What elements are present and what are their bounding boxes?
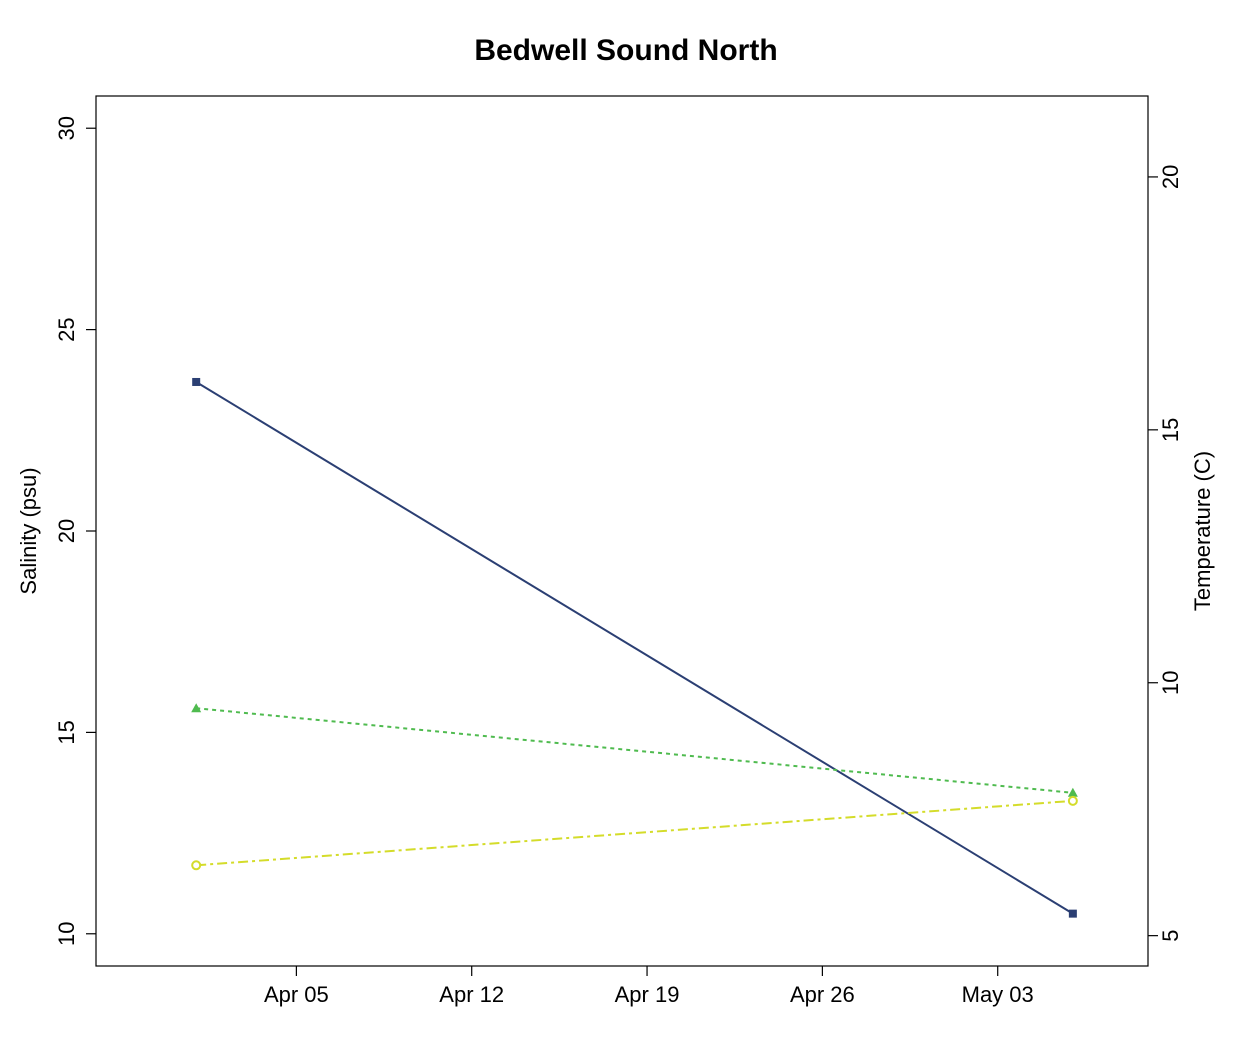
y-left-tick-label-3: 25 — [54, 317, 79, 341]
y-axis-left: 10 15 20 25 30 — [54, 116, 96, 946]
x-tick-label-3: Apr 26 — [790, 982, 855, 1007]
series-2-point-1 — [1067, 795, 1078, 806]
series-1-point-0 — [191, 703, 202, 713]
y-right-tick-label-2: 15 — [1158, 418, 1183, 442]
x-tick-label-4: May 03 — [962, 982, 1034, 1007]
y-axis-label-left: Salinity (psu) — [16, 467, 41, 594]
series-2-point-0 — [191, 860, 202, 871]
x-tick-label-1: Apr 12 — [439, 982, 504, 1007]
series-0-point-1 — [1068, 909, 1077, 918]
y-left-tick-label-4: 30 — [54, 116, 79, 140]
chart-title: Bedwell Sound North — [474, 34, 777, 67]
series-0-point-0 — [192, 377, 201, 386]
y-left-tick-label-1: 15 — [54, 720, 79, 744]
y-left-tick-label-2: 20 — [54, 519, 79, 543]
x-tick-label-2: Apr 19 — [615, 982, 680, 1007]
y-right-tick-label-3: 20 — [1158, 165, 1183, 189]
y-right-tick-label-0: 5 — [1158, 930, 1183, 942]
x-axis: Apr 05 Apr 12 Apr 19 Apr 26 May 03 — [264, 966, 1034, 1007]
series-0-line — [195, 381, 1074, 915]
x-tick-label-0: Apr 05 — [264, 982, 329, 1007]
series-layer — [191, 377, 1078, 918]
y-right-tick-label-1: 10 — [1158, 671, 1183, 695]
y-axis-label-right: Temperature (C) — [1190, 451, 1215, 611]
y-axis-right: 5 10 15 20 — [1148, 165, 1183, 942]
series-1-line — [196, 707, 1073, 794]
series-1-point-1 — [1067, 787, 1078, 797]
plot-frame — [95, 95, 1149, 967]
y-left-tick-label-0: 10 — [54, 922, 79, 946]
